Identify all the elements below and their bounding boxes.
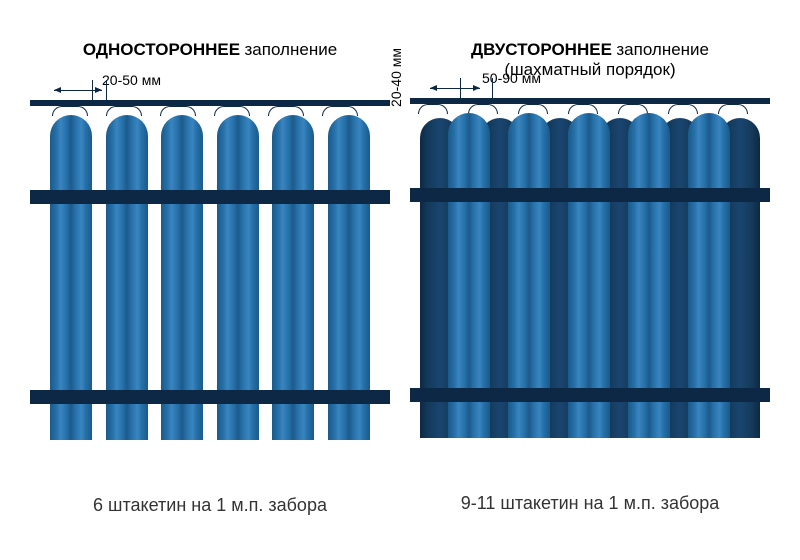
gap-arrow xyxy=(430,88,480,89)
double-sided-panel: ДВУСТОРОННЕЕ заполнение (шахматный поряд… xyxy=(410,40,770,516)
title-double: ДВУСТОРОННЕЕ заполнение (шахматный поряд… xyxy=(410,40,770,80)
caption-double: 9-11 штакетин на 1 м.п. забора xyxy=(410,493,770,514)
single-sided-panel: ОДНОСТОРОННЕЕ заполнение 20-50 мм xyxy=(30,40,390,516)
bot-rail xyxy=(30,390,390,404)
depth-dimension-label: 20-40 мм xyxy=(388,48,404,107)
subtitle: (шахматный порядок) xyxy=(410,60,770,80)
mid-rail xyxy=(410,188,770,202)
title-bold: ДВУСТОРОННЕЕ xyxy=(471,40,612,59)
title-bold: ОДНОСТОРОННЕЕ xyxy=(83,40,240,59)
fence-double: 20-40 мм 50-90 мм xyxy=(410,98,770,478)
gap-dimension-label: 20-50 мм xyxy=(102,72,161,88)
mid-rail xyxy=(30,190,390,204)
title-single: ОДНОСТОРОННЕЕ заполнение xyxy=(30,40,390,60)
dim-tick xyxy=(92,80,93,100)
dim-tick xyxy=(460,78,461,98)
picket-container xyxy=(420,98,760,438)
title-rest: заполнение xyxy=(245,40,338,59)
gap-dimension-label: 50-90 мм xyxy=(482,70,541,86)
dim-tick xyxy=(106,80,107,100)
title-rest: заполнение xyxy=(616,40,709,59)
bot-rail xyxy=(410,388,770,402)
fence-single: 20-50 мм xyxy=(30,100,390,480)
gap-arrow xyxy=(54,90,102,91)
dim-tick xyxy=(492,78,493,98)
caption-single: 6 штакетин на 1 м.п. забора xyxy=(30,495,390,516)
